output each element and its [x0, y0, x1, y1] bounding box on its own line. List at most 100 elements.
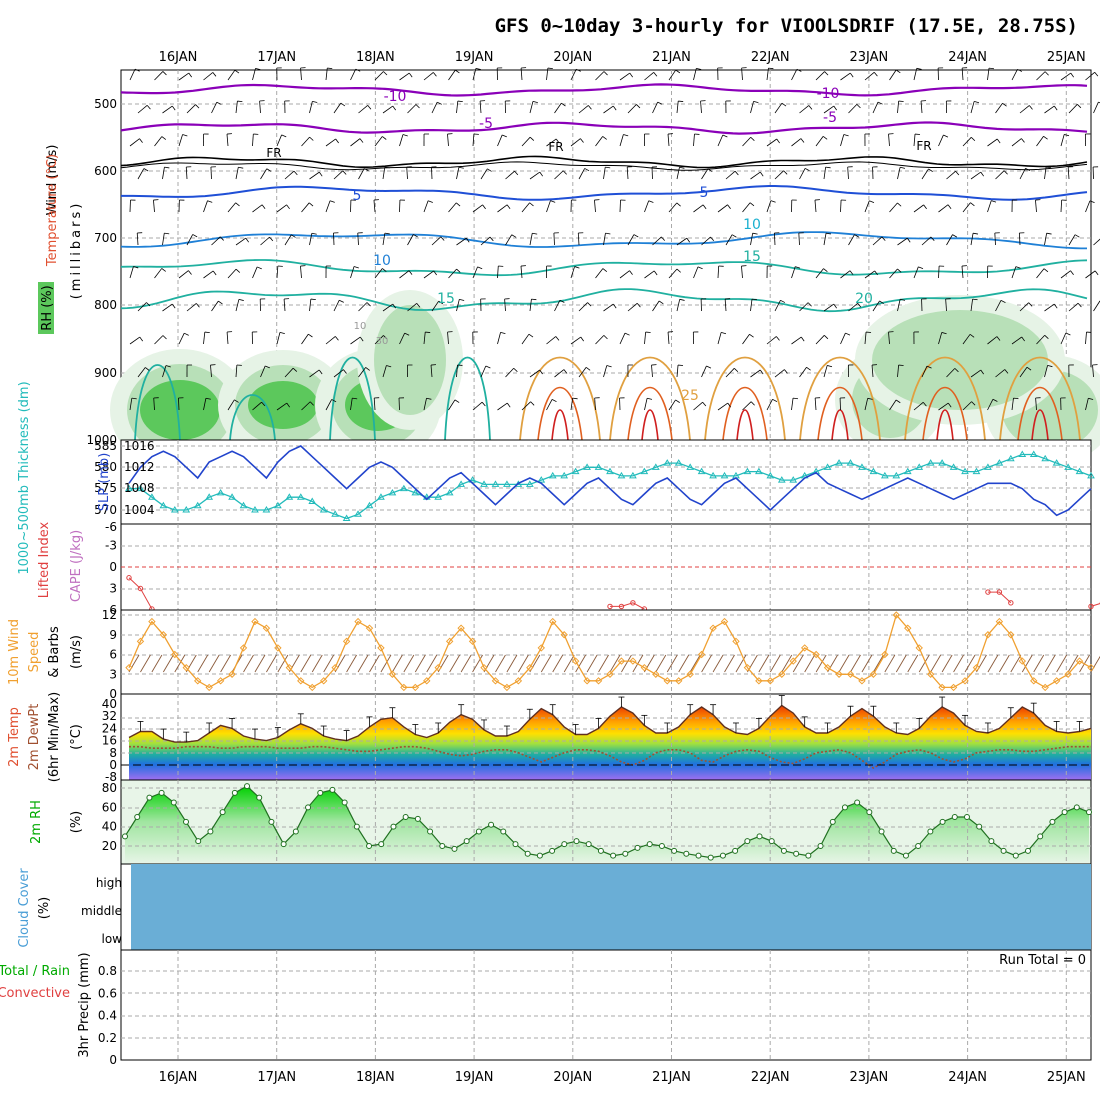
wind-barb: [766, 200, 772, 213]
wind-barb: [1035, 398, 1037, 411]
wind10m-barb: [414, 654, 426, 673]
wind-barb-flag: [456, 268, 461, 273]
wind-barb: [178, 72, 190, 81]
wind-barb: [961, 68, 964, 81]
wind-barb-flag: [918, 266, 924, 269]
wind10m-barb: [930, 654, 942, 673]
wind-tick: 0: [109, 687, 117, 701]
wind-barb-flag: [134, 68, 140, 72]
wind-barb-flag: [1070, 270, 1074, 275]
wind-barb: [1085, 200, 1091, 213]
wind-barb-flag: [955, 170, 960, 176]
wind-barb: [774, 300, 781, 312]
wind10m-barb: [1056, 654, 1068, 673]
wind10m-barb: [804, 654, 816, 673]
hot-contour: [1031, 409, 1049, 441]
wind-barb-flag: [425, 331, 431, 333]
wind-barb: [848, 234, 855, 246]
wind-barb: [773, 232, 776, 246]
wind-barb: [799, 105, 810, 114]
wind-barb: [276, 332, 281, 345]
rh-marker: [793, 850, 800, 857]
wind-barb-flag: [531, 298, 537, 301]
wind-barb: [529, 233, 533, 246]
wind-barb-flag: [1077, 302, 1082, 308]
wind-barb-flag: [131, 397, 137, 400]
wind-barb-flag: [1002, 102, 1007, 107]
wind-barb-flag: [555, 138, 560, 144]
pressure-ticks: 500 600 700 800 900 1000: [86, 97, 117, 447]
precip-tick: 0.6: [98, 986, 117, 1000]
wind-barb: [309, 299, 312, 312]
wind10m-barb: [460, 654, 472, 673]
wind-barb-flag: [833, 105, 837, 111]
wind-barb: [350, 68, 357, 81]
wind-speed-marker: [537, 644, 545, 652]
wind-barb-flag: [973, 232, 979, 235]
wind10m-barb: [266, 654, 277, 673]
wind-speed-marker: [663, 677, 671, 685]
wind-barb: [350, 336, 361, 345]
wind-barb-flag: [768, 67, 774, 70]
wind-barb: [913, 68, 918, 81]
wind-barb: [872, 236, 883, 246]
rh-marker: [573, 838, 580, 845]
rh-marker: [524, 850, 531, 857]
wind-barb-flag: [342, 170, 347, 175]
wind-speed-marker: [1030, 677, 1038, 685]
wind-barb: [554, 170, 564, 180]
wind-barb-flag: [482, 204, 486, 210]
wind-barb: [987, 138, 998, 147]
li-ticks: -6 -3 0 3 6: [105, 520, 117, 617]
cloud-level-low: low: [102, 932, 123, 946]
thickness-marker: [411, 488, 420, 496]
wind-barb: [717, 265, 720, 279]
wind-barb: [406, 166, 408, 180]
hot-contour: [736, 409, 754, 441]
rh-marker: [707, 854, 714, 861]
wind-barb: [652, 300, 660, 312]
thickness-marker: [377, 493, 385, 500]
wind-barb: [1085, 270, 1096, 279]
wind-barb-flag: [216, 101, 222, 105]
rh-marker: [439, 843, 446, 849]
wind-barb-flag: [954, 368, 959, 373]
wind-barb: [226, 332, 229, 345]
wind-barb-flag: [988, 67, 995, 70]
wind-barb-flag: [612, 303, 617, 309]
wind-barb: [350, 398, 353, 411]
wind-barb: [211, 236, 221, 246]
wind-barb-flag: [804, 168, 810, 172]
rh-marker: [207, 828, 214, 835]
contour-label-fr-a: FR: [266, 146, 281, 160]
wind-barb: [701, 365, 707, 378]
wind-speed-marker: [228, 670, 236, 678]
wind-barb: [766, 336, 777, 345]
contour-line: [120, 259, 1088, 277]
wind-speed-marker: [480, 663, 488, 672]
wind-barb-flag: [529, 136, 535, 141]
wind-barb-flag: [602, 268, 608, 272]
wind-speed-marker: [400, 683, 408, 692]
wind10m-barb: [426, 654, 438, 673]
wind-barb: [373, 398, 376, 411]
wind-barb-flag: [1003, 170, 1008, 175]
wind-barb-flag: [605, 166, 611, 169]
wind-barb: [946, 234, 953, 246]
wind-barb: [554, 369, 565, 378]
temperature-contours: [120, 83, 1088, 441]
wind-speed-marker: [675, 677, 683, 685]
wind-barb-flag: [335, 138, 339, 144]
wind-barb-flag: [245, 237, 250, 243]
wind10m-barb: [346, 654, 357, 673]
wind-barb: [676, 299, 681, 312]
wind-barb: [619, 199, 621, 213]
thickness-marker: [445, 488, 454, 496]
wind-barb-flag: [661, 236, 666, 241]
thickness-marker: [216, 488, 225, 496]
wind-barb-flag: [783, 170, 788, 175]
wind-barb: [742, 202, 751, 213]
bottom-date-label: 25JAN: [1047, 1070, 1086, 1085]
wind-barb: [1036, 71, 1046, 81]
